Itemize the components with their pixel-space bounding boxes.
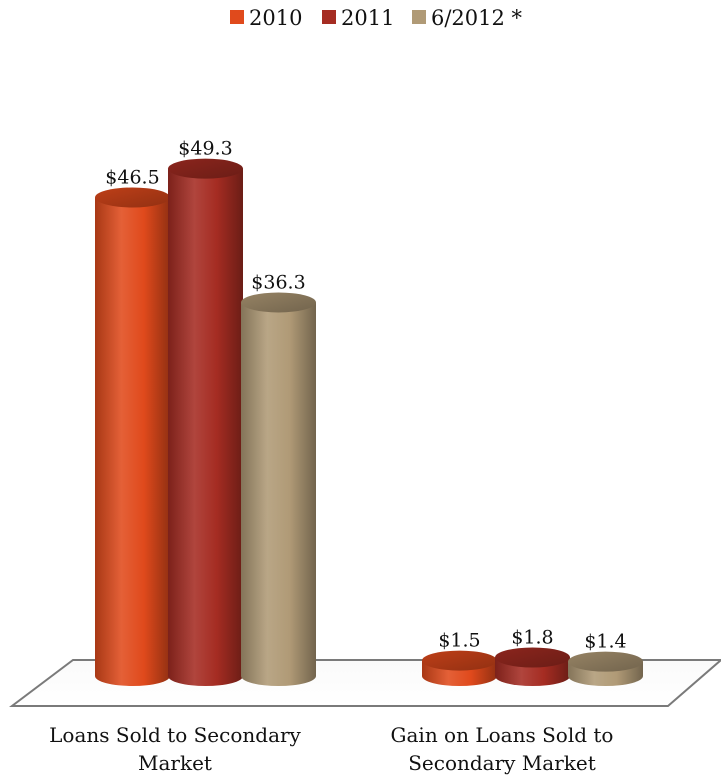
value-label-1-2: $1.4 — [584, 631, 626, 653]
bar-top — [422, 650, 497, 671]
category-label-1: Gain on Loans Sold to Secondary Market — [391, 723, 614, 775]
value-label-1-0: $1.5 — [438, 630, 480, 652]
legend-swatch-0 — [230, 10, 244, 24]
bar-1-1 — [495, 647, 570, 686]
legend-swatch-1 — [322, 10, 336, 24]
bar-top — [95, 187, 170, 208]
bars — [95, 158, 643, 687]
bar-1-0 — [422, 650, 497, 686]
legend: 2010 2011 6/2012 * — [230, 6, 523, 30]
bar-top — [495, 647, 570, 668]
category-label-0: Loans Sold to Secondary Market — [49, 723, 301, 775]
value-label-0-0: $46.5 — [105, 166, 159, 188]
legend-label-1: 2011 — [341, 6, 394, 30]
value-label-1-1: $1.8 — [511, 626, 553, 648]
bar-body — [241, 302, 316, 686]
bar-0-2 — [241, 292, 316, 686]
category-labels: Loans Sold to Secondary Market Gain on Loa… — [49, 723, 613, 775]
bar-top — [241, 292, 316, 313]
legend-label-2: 6/2012 * — [431, 6, 523, 30]
bar-top — [168, 158, 243, 179]
bar-body — [168, 168, 243, 686]
bar-1-2 — [568, 651, 643, 686]
bar-body — [95, 197, 170, 687]
legend-swatch-2 — [412, 10, 426, 24]
bar-top — [568, 651, 643, 672]
legend-label-0: 2010 — [249, 6, 302, 30]
value-label-0-1: $49.3 — [178, 138, 232, 160]
value-label-0-2: $36.3 — [251, 271, 305, 293]
bar-0-1 — [168, 158, 243, 686]
value-labels: $46.5 $49.3 $36.3 $1.5 $1.8 $1.4 — [105, 138, 626, 653]
bar-0-0 — [95, 187, 170, 687]
